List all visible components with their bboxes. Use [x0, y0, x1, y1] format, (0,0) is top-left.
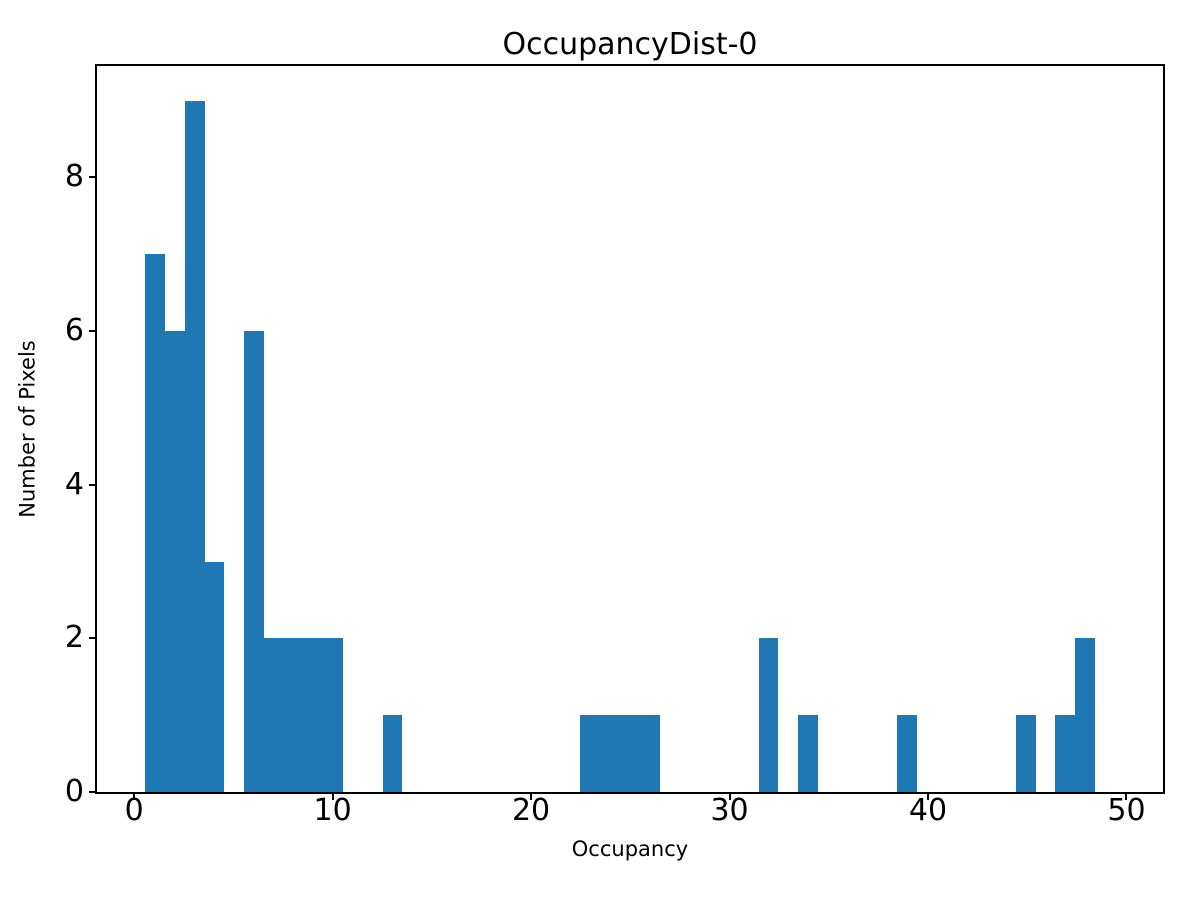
x-tick-label: 0 [124, 793, 144, 828]
histogram-bar [619, 715, 640, 792]
y-tick-label: 8 [64, 159, 84, 195]
histogram-bar [580, 715, 601, 792]
histogram-bar [600, 715, 620, 792]
x-tick-mark [927, 792, 929, 800]
x-tick-label: 40 [908, 793, 948, 828]
histogram-bar [382, 715, 403, 792]
x-tick-label: 30 [710, 793, 749, 828]
y-axis-label: Number of Pixels [16, 340, 40, 518]
y-axis-label-box: Number of Pixels [10, 66, 46, 792]
x-axis-label: Occupancy [571, 837, 689, 861]
histogram-bar [164, 331, 185, 792]
histogram-bar [204, 561, 225, 792]
histogram-bar [897, 715, 917, 792]
chart-title: OccupancyDist-0 [502, 27, 758, 62]
x-tick-mark [728, 792, 731, 800]
x-tick-mark [133, 792, 136, 800]
x-tick-label: 20 [511, 793, 551, 828]
histogram-bar [303, 638, 324, 792]
plot-area: 0 10 20 30 40 50 0 2 4 6 8 [65, 64, 1165, 826]
y-tick-mark [89, 637, 97, 640]
y-tick-mark [89, 176, 97, 179]
histogram-bar [1075, 638, 1095, 792]
y-tick-label: 4 [64, 466, 84, 502]
histogram-bar [263, 638, 284, 792]
histogram-bar [758, 638, 779, 792]
histogram-bar [1055, 715, 1076, 792]
y-tick-mark [89, 330, 97, 333]
x-tick-mark [530, 792, 533, 800]
x-tick-label: 10 [313, 793, 352, 828]
y-tick-label: 6 [64, 313, 84, 349]
y-tick-mark [89, 483, 97, 486]
histogram-bar [283, 638, 304, 792]
y-tick-mark [89, 791, 97, 793]
x-tick-mark [331, 792, 334, 800]
histogram-bar [244, 331, 264, 792]
histogram-bar [184, 100, 205, 792]
histogram-bar [323, 638, 343, 792]
histogram-bar [1015, 715, 1036, 792]
y-tick-label: 0 [64, 774, 84, 809]
x-tick-label: 50 [1107, 793, 1146, 828]
histogram-bar [145, 254, 165, 792]
x-tick-mark [1125, 792, 1128, 800]
y-tick-label: 2 [64, 620, 84, 656]
histogram-bar [798, 715, 818, 792]
histogram-bar [639, 715, 660, 792]
